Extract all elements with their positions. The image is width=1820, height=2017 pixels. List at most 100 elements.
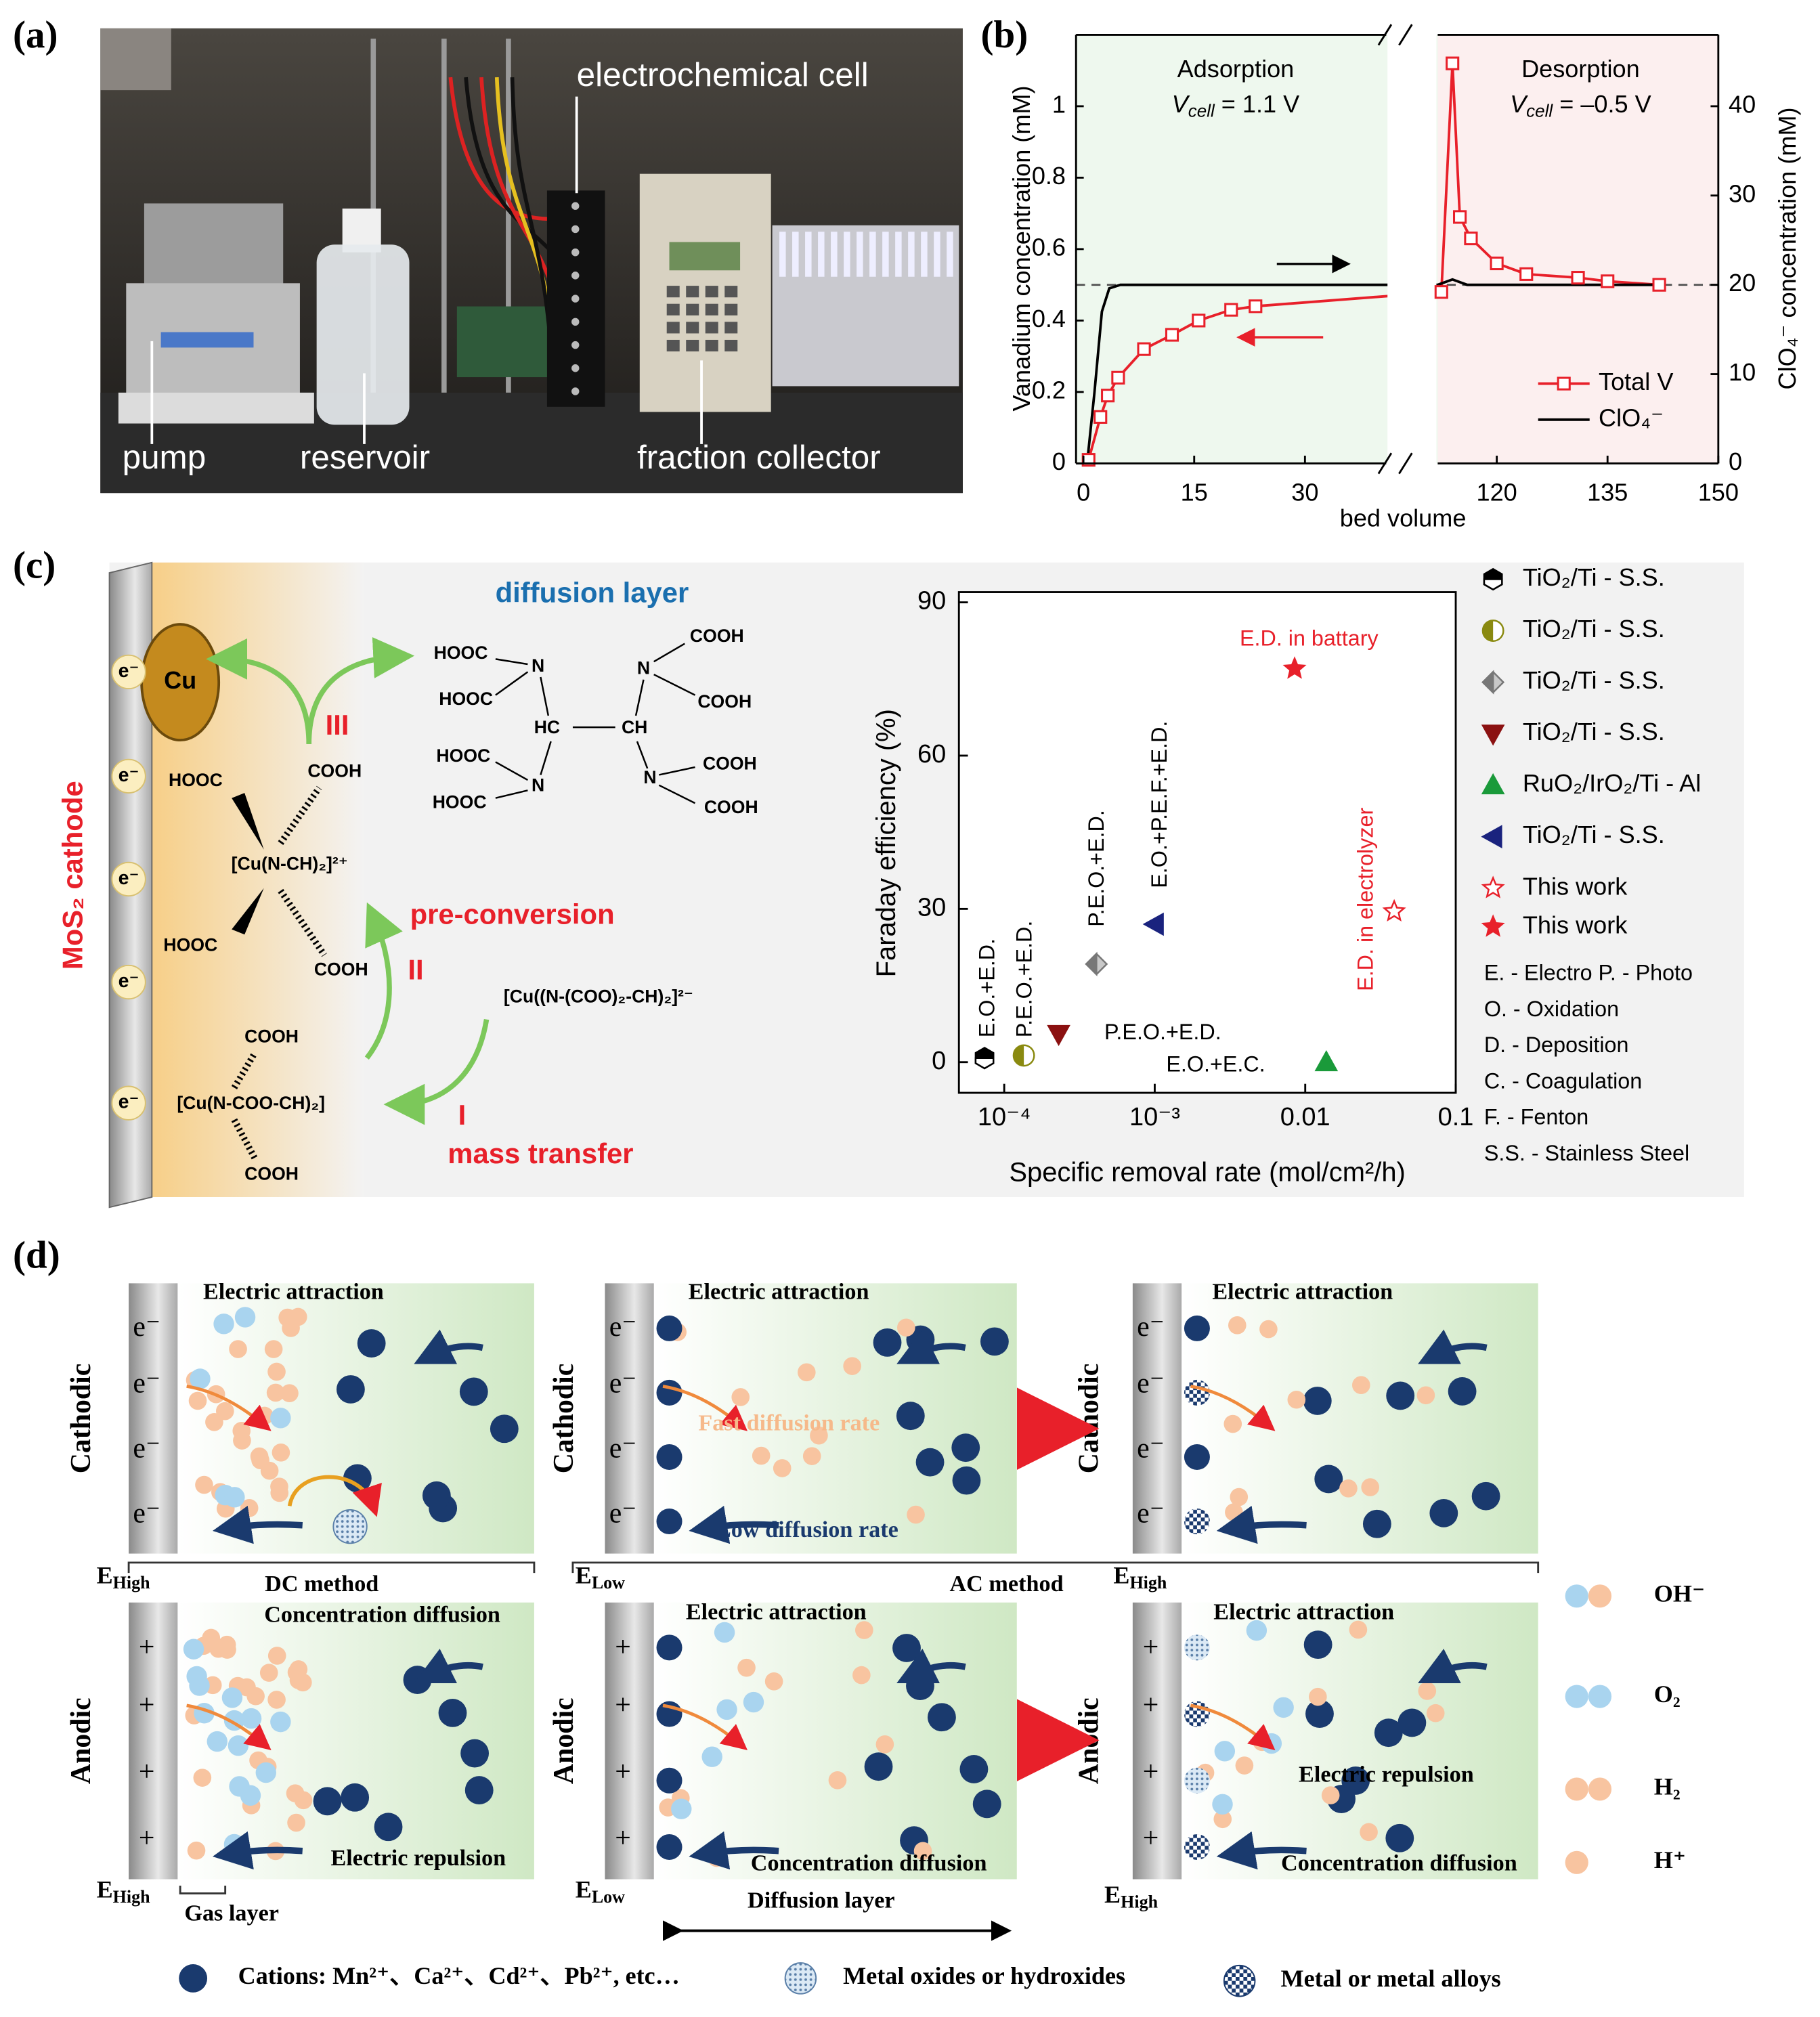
x-tick-label: 30 — [1291, 479, 1318, 506]
point-label: E.O.+E.C. — [1166, 1052, 1265, 1077]
point-label: P.E.O.+E.D. — [1084, 810, 1108, 927]
potential-label: ELow — [576, 1876, 625, 1907]
photo-window — [100, 28, 171, 91]
electrode-charge: + — [1143, 1632, 1159, 1663]
key-label: Metal oxides or hydroxides — [843, 1962, 1125, 1989]
electrode-charge: + — [615, 1756, 631, 1787]
mechanism-label: Electric attraction — [1212, 1279, 1393, 1304]
reaction-arrow — [287, 1475, 382, 1517]
cation — [959, 1755, 989, 1783]
hashed-bond — [231, 1118, 258, 1161]
cation — [1362, 1509, 1391, 1538]
point-label: E.O.+E.D. — [974, 938, 999, 1037]
hydrogen-ion — [294, 1791, 313, 1810]
hydrogen-ion — [1213, 1810, 1232, 1829]
annotation-part: cell — [1526, 100, 1553, 121]
electron-badge — [111, 758, 146, 794]
cation — [1398, 1708, 1427, 1737]
photo-collector-screen — [669, 242, 741, 271]
axis-break-mark — [1377, 452, 1393, 475]
electron-badge — [111, 654, 146, 690]
hydrogen-ion — [217, 1635, 236, 1654]
chem-label: N — [532, 775, 544, 796]
hydrogen-ion — [260, 1461, 279, 1480]
electrode-label: Cathodic — [548, 1364, 580, 1474]
hydrogen-ion — [1416, 1386, 1435, 1405]
legend-marker — [1481, 825, 1502, 849]
electron-badge — [111, 1085, 146, 1121]
chem-label: N — [643, 767, 656, 787]
bond — [653, 674, 696, 696]
legend-icon — [1588, 1584, 1612, 1608]
hydrogen-ion — [205, 1412, 223, 1431]
electron-label: e⁻ — [118, 764, 139, 786]
chem-label: HOOC — [439, 689, 493, 709]
mechanism-label: Concentration diffusion — [751, 1850, 987, 1875]
potential-label: EHigh — [97, 1876, 151, 1907]
cation — [972, 1790, 1001, 1819]
photo-key — [724, 339, 738, 352]
cation — [1374, 1718, 1403, 1748]
hydrogen-ion — [288, 1307, 307, 1326]
electrode-charge: e⁻ — [609, 1368, 637, 1400]
hydrogen-ion — [1235, 1756, 1254, 1775]
y2-tick-label: 0 — [1729, 448, 1742, 475]
photo-key — [666, 339, 680, 352]
data-point — [1093, 410, 1108, 424]
electrode-charge: + — [1143, 1690, 1159, 1721]
electrode-charge: + — [615, 1823, 631, 1854]
hydrogen-ion — [1230, 1488, 1249, 1506]
flow-arrow — [1190, 1704, 1276, 1751]
data-point — [1282, 656, 1307, 679]
rate-label: Fast diffusion rate — [698, 1410, 880, 1435]
hydrogen-ion — [267, 1362, 286, 1381]
potential-label-part: Low — [592, 1573, 625, 1592]
annotation-part: = 1.1 V — [1215, 89, 1299, 117]
data-point — [1453, 210, 1467, 224]
adsorbed-cation — [656, 1444, 682, 1471]
rate-label: Low diffusion rate — [716, 1517, 898, 1542]
adsorbed-cation — [1184, 1509, 1210, 1535]
hydrogen-ion — [855, 1621, 873, 1639]
potential-label-part: High — [113, 1573, 150, 1592]
flow-arrow — [689, 1831, 779, 1870]
oxygen — [716, 1699, 737, 1720]
bond — [495, 761, 529, 781]
legend-marker — [1481, 914, 1505, 937]
data-point — [1192, 313, 1206, 328]
legend-icon — [1565, 1850, 1588, 1874]
photo-cell-bolt — [571, 318, 580, 326]
annotation: Adsorption — [1177, 55, 1295, 83]
electrode-charge: e⁻ — [1137, 1433, 1165, 1464]
chem-label: HOOC — [436, 745, 490, 766]
oxygen — [207, 1731, 228, 1752]
hydrogen-ion — [828, 1771, 847, 1790]
potential-label-part: E — [1104, 1881, 1121, 1908]
electron-label: e⁻ — [118, 970, 139, 992]
flow-arrow — [1216, 1505, 1307, 1544]
potential-label-part: High — [1121, 1892, 1158, 1912]
hydrogen-ion — [731, 1388, 750, 1406]
photo-cell-bolt — [571, 248, 580, 257]
cation — [1448, 1377, 1477, 1406]
annotation-part: V — [1172, 89, 1190, 117]
oxygen — [270, 1408, 291, 1429]
legend-marker — [1482, 620, 1494, 641]
cation — [341, 1783, 370, 1812]
annotation-part: cell — [1188, 100, 1215, 121]
hydrogen-ion — [280, 1384, 299, 1402]
method-label: DC method — [265, 1571, 378, 1597]
cathode-label: MoS₂ cathode — [56, 781, 88, 970]
axis-break-mark — [1377, 24, 1393, 46]
mechanism-label: Electric attraction — [686, 1600, 867, 1625]
hydrogen-ion — [798, 1363, 816, 1382]
hydrogen-ion — [1418, 1682, 1437, 1700]
hydrogen-ion — [1228, 1316, 1247, 1335]
key-icon — [784, 1962, 817, 1995]
mechanism-label: Electric attraction — [689, 1279, 869, 1304]
photo-pump-base — [118, 392, 314, 424]
flow-arrow — [414, 1329, 483, 1364]
potential-label-part: High — [1129, 1573, 1167, 1592]
cation — [896, 1402, 925, 1431]
